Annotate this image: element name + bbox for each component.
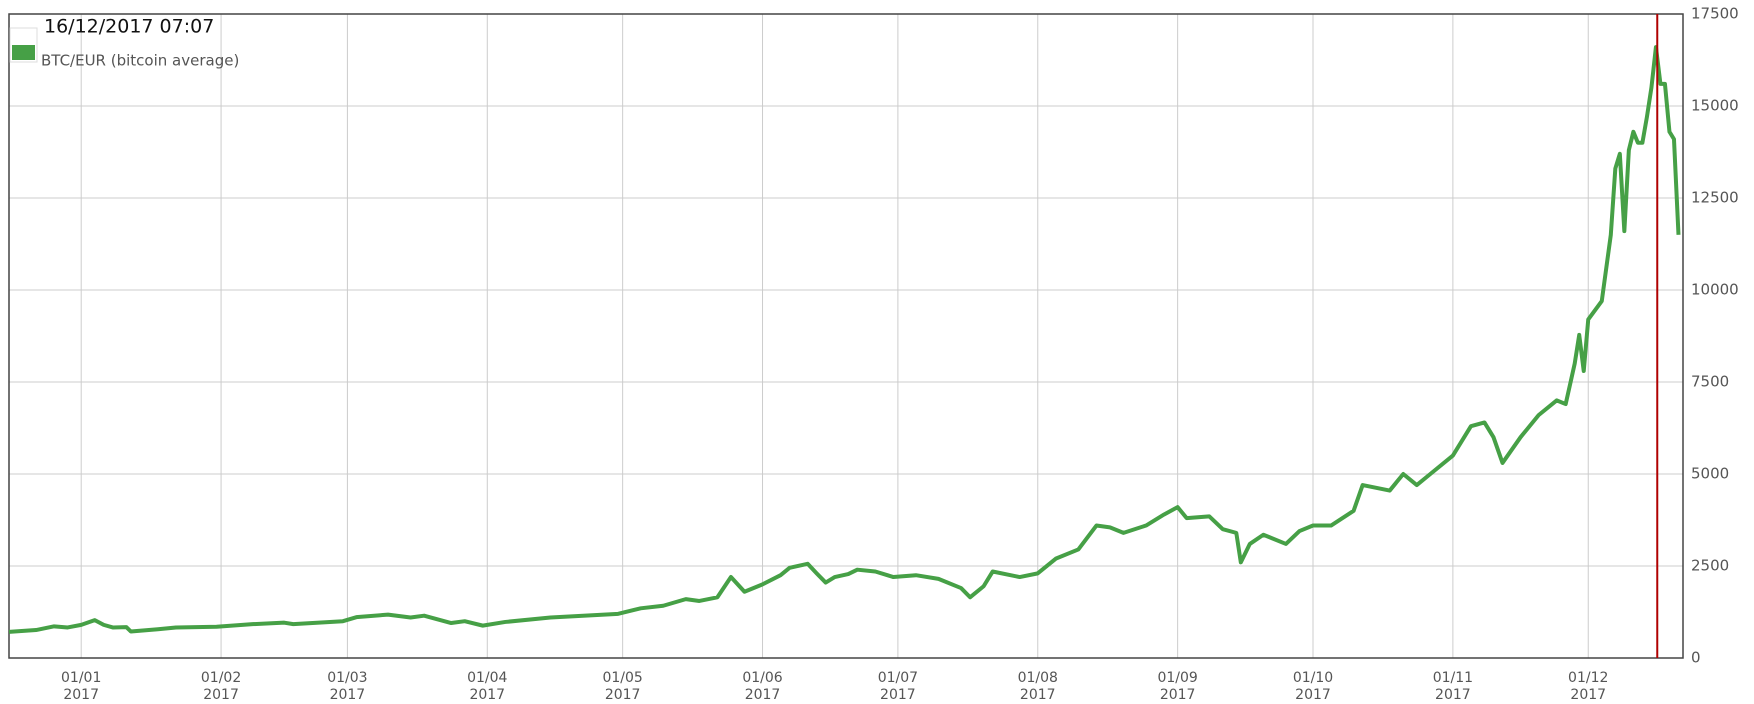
data-line [8,45,1681,634]
x-tick-label: 01/09 2017 [1157,670,1198,703]
x-tick-label: 01/02 2017 [200,670,242,703]
y-tick-label: 10000 [1691,281,1739,299]
x-tick-label: 01/06 2017 [742,670,783,703]
y-tick-label: 2500 [1691,557,1729,575]
x-tick-label: 01/01 2017 [61,670,102,703]
plot-frame [8,13,1684,659]
legend-label: BTC/EUR (bitcoin average) [41,52,239,70]
y-tick-label: 5000 [1691,465,1729,483]
x-tick-label: 01/10 2017 [1292,670,1334,703]
y-tick-label: 12500 [1691,189,1739,207]
y-tick-label: 17500 [1691,5,1739,23]
y-tick-label: 0 [1691,649,1701,667]
x-tick-label: 01/08 2017 [1017,670,1058,703]
x-tick-label: 01/07 2017 [877,670,919,703]
x-tick-label: 01/04 2017 [467,670,508,703]
legend-swatch [12,45,35,60]
x-tick-label: 01/03 2017 [327,670,368,703]
y-tick-label: 7500 [1691,373,1729,391]
x-tick-label: 01/05 2017 [602,670,643,703]
y-tick-label: 15000 [1691,97,1739,115]
annotation: 16/12/2017 07:07 [44,16,214,38]
x-tick-label: 01/11 2017 [1432,670,1474,703]
x-tick-label: 01/12 2017 [1568,670,1609,703]
